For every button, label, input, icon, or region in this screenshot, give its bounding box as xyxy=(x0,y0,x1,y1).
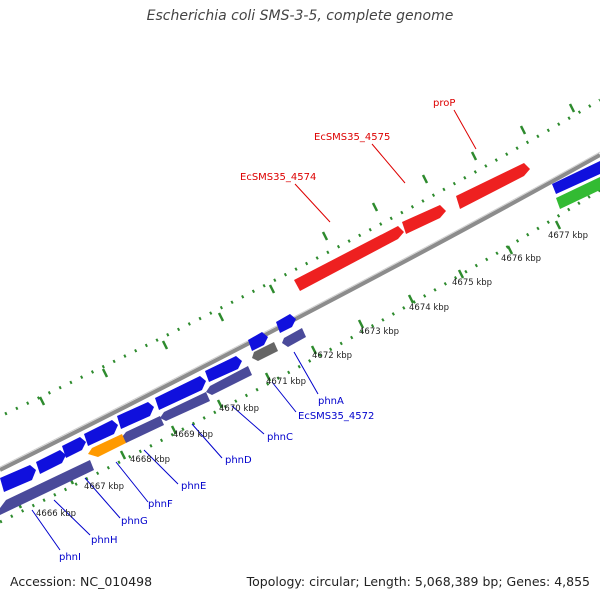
reverse-genes xyxy=(0,328,306,515)
kbp-labels: 4666 kbp 4667 kbp 4668 kbp 4669 kbp 4670… xyxy=(36,231,588,519)
kbp-label: 4677 kbp xyxy=(548,231,588,241)
highlighted-genes xyxy=(294,163,530,291)
blue-label-leaders xyxy=(31,351,319,551)
gene-block[interactable] xyxy=(36,450,66,474)
forward-genes xyxy=(0,161,600,492)
gene-block[interactable] xyxy=(552,161,600,194)
gene-block[interactable] xyxy=(0,460,94,515)
gene-orange[interactable] xyxy=(88,434,126,457)
red-gene-labels: EcSMS35_4574 EcSMS35_4575 proP xyxy=(240,98,455,183)
gene-highlight[interactable] xyxy=(456,163,530,209)
kbp-label: 4666 kbp xyxy=(36,509,76,519)
gene-label-phna[interactable]: phnA xyxy=(318,396,344,407)
blue-gene-labels: phnI phnH phnG phnF phnE phnD phnC EcSMS… xyxy=(59,396,374,563)
kbp-label: 4668 kbp xyxy=(130,455,170,465)
gene-label-phnc[interactable]: phnC xyxy=(267,432,293,443)
kbp-label: 4676 kbp xyxy=(501,254,541,264)
gene-block[interactable] xyxy=(84,420,118,446)
gene-block[interactable] xyxy=(122,416,164,443)
gene-highlight[interactable] xyxy=(402,205,446,234)
kbp-label: 4674 kbp xyxy=(409,303,449,313)
genome-backbone-highlight xyxy=(0,151,600,468)
gene-block[interactable] xyxy=(160,392,210,421)
genome-backbone xyxy=(0,153,600,472)
kbp-label: 4670 kbp xyxy=(219,404,259,414)
gene-label-phnh[interactable]: phnH xyxy=(91,535,118,546)
gene-highlight[interactable] xyxy=(294,226,404,291)
gene-block[interactable] xyxy=(0,465,36,492)
gene-gray[interactable] xyxy=(252,342,278,361)
gene-label-phne[interactable]: phnE xyxy=(181,481,206,492)
accession-text: Accession: NC_010498 xyxy=(10,574,153,589)
kbp-label: 4669 kbp xyxy=(173,430,213,440)
kbp-label: 4671 kbp xyxy=(266,377,306,387)
kbp-label: 4667 kbp xyxy=(84,482,124,492)
gene-block[interactable] xyxy=(117,402,154,429)
gene-label-ecsms35-4572[interactable]: EcSMS35_4572 xyxy=(298,411,374,422)
outer-major-ticks xyxy=(38,103,576,406)
gene-label-phng[interactable]: phnG xyxy=(121,516,148,527)
gene-block[interactable] xyxy=(206,366,252,395)
gene-label-ecsms35-4574[interactable]: EcSMS35_4574 xyxy=(240,172,316,183)
gene-block[interactable] xyxy=(155,376,206,410)
gene-block[interactable] xyxy=(62,437,86,458)
gene-label-prop[interactable]: proP xyxy=(433,98,455,109)
gene-label-ecsms35-4575[interactable]: EcSMS35_4575 xyxy=(314,132,390,143)
gene-label-phni[interactable]: phnI xyxy=(59,552,81,563)
gene-block[interactable] xyxy=(205,356,242,382)
kbp-label: 4673 kbp xyxy=(359,327,399,337)
genome-summary-text: Topology: circular; Length: 5,068,389 bp… xyxy=(246,574,590,589)
red-label-leaders xyxy=(294,109,477,223)
gene-block[interactable] xyxy=(276,314,296,333)
inner-major-ticks xyxy=(15,220,562,509)
kbp-label: 4675 kbp xyxy=(452,278,492,288)
gene-label-phnf[interactable]: phnF xyxy=(148,499,173,510)
gene-label-phnd[interactable]: phnD xyxy=(225,455,252,466)
gene-green[interactable] xyxy=(556,177,600,209)
inner-tick-ring xyxy=(0,188,600,524)
kbp-label: 4672 kbp xyxy=(312,351,352,361)
map-title: Escherichia coli SMS-3-5, complete genom… xyxy=(146,8,454,24)
gene-block[interactable] xyxy=(248,332,268,351)
gene-block[interactable] xyxy=(282,328,306,347)
